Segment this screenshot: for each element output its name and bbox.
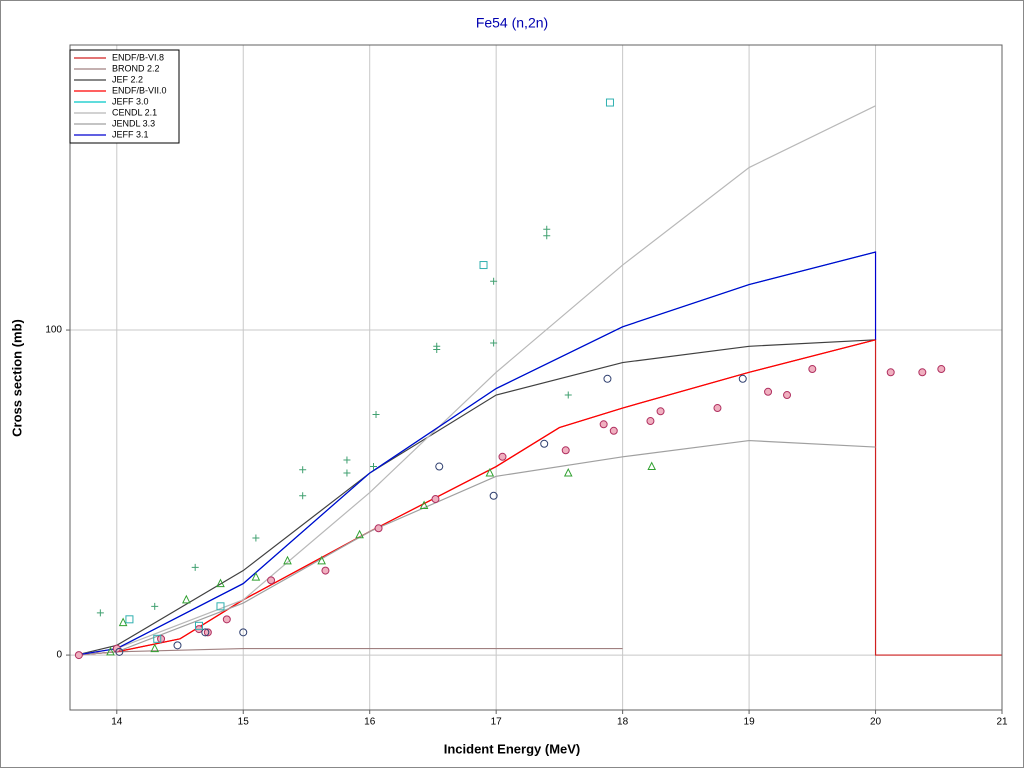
data-point xyxy=(886,368,895,377)
data-point xyxy=(283,555,292,565)
data-point xyxy=(96,609,104,617)
legend-label: JENDL 3.3 xyxy=(112,118,155,128)
data-point xyxy=(540,439,549,448)
data-point xyxy=(182,594,191,604)
data-point xyxy=(543,225,551,233)
data-point xyxy=(118,617,128,627)
data-point xyxy=(151,602,159,610)
x-tick-label: 21 xyxy=(996,717,1008,728)
data-point xyxy=(173,641,182,650)
data-point xyxy=(656,407,665,416)
legend-box xyxy=(69,49,180,144)
y-axis-label: Cross section (mb) xyxy=(9,319,24,437)
x-tick-label: 19 xyxy=(744,717,756,728)
data-point xyxy=(370,463,378,471)
x-tick-label: 14 xyxy=(111,717,123,728)
x-tick-label: 18 xyxy=(617,717,629,728)
series-line xyxy=(76,251,877,656)
x-axis-label: Incident Energy (MeV) xyxy=(444,741,581,756)
data-point xyxy=(194,621,203,630)
plot xyxy=(74,98,1002,660)
data-point xyxy=(609,426,618,435)
x-tick-label: 17 xyxy=(491,717,503,728)
data-point xyxy=(299,492,307,500)
data-point xyxy=(321,566,330,575)
data-point xyxy=(918,368,927,377)
legend-label: JEF 2.2 xyxy=(112,74,143,84)
data-point xyxy=(564,391,572,399)
data-point xyxy=(647,461,657,471)
data-point xyxy=(937,365,946,374)
data-point xyxy=(419,500,429,510)
data-point xyxy=(150,643,160,653)
plot-border xyxy=(69,44,1003,711)
x-tick-label: 20 xyxy=(870,717,882,728)
data-point xyxy=(543,232,551,240)
data-point xyxy=(603,374,612,383)
series-line xyxy=(76,105,876,656)
data-point xyxy=(203,628,212,637)
legend-label: BROND 2.2 xyxy=(112,63,160,73)
data-point xyxy=(355,529,364,539)
legend-background xyxy=(70,50,179,143)
data-point xyxy=(808,365,817,374)
data-point xyxy=(251,571,261,581)
data-point xyxy=(646,417,655,426)
y-tick-label: 100 xyxy=(45,325,62,336)
data-point xyxy=(563,467,573,477)
data-point xyxy=(599,420,608,429)
data-point xyxy=(125,615,134,624)
legend-label: ENDF/B-VI.8 xyxy=(112,52,164,62)
legend-label: JEFF 3.1 xyxy=(112,129,149,139)
data-point xyxy=(479,261,488,270)
data-point xyxy=(343,469,351,477)
data-point xyxy=(317,555,326,565)
data-point xyxy=(431,495,440,504)
data-point xyxy=(435,462,444,471)
data-point xyxy=(490,277,498,285)
data-point xyxy=(485,467,495,477)
data-point xyxy=(267,576,276,585)
data-point xyxy=(216,602,225,611)
data-point xyxy=(153,634,162,643)
data-point xyxy=(74,651,83,660)
data-point xyxy=(201,628,210,637)
data-point xyxy=(343,456,351,464)
data-point xyxy=(222,615,231,624)
data-point xyxy=(783,391,792,400)
data-point xyxy=(115,647,124,656)
data-point xyxy=(239,628,248,637)
y-tick-label: 0 xyxy=(56,650,62,661)
data-point xyxy=(433,346,441,354)
data-point xyxy=(106,646,115,656)
data-point xyxy=(252,534,260,542)
data-point xyxy=(191,563,199,571)
x-tick-label: 16 xyxy=(364,717,376,728)
data-point xyxy=(498,452,507,461)
data-point xyxy=(605,98,614,107)
data-point xyxy=(713,404,722,413)
series-line xyxy=(76,439,876,656)
data-point xyxy=(372,411,380,419)
legend-label: ENDF/B-VII.0 xyxy=(112,85,167,95)
data-point xyxy=(764,387,773,396)
data-point xyxy=(738,374,747,383)
grid xyxy=(66,45,1003,714)
chart-title: Fe54 (n,2n) xyxy=(476,15,548,31)
legend-label: CENDL 2.1 xyxy=(112,107,157,117)
data-point xyxy=(374,524,383,533)
legend-label: JEFF 3.0 xyxy=(112,96,149,106)
data-point xyxy=(216,578,225,588)
data-point xyxy=(561,446,570,455)
data-point xyxy=(490,339,498,347)
data-point xyxy=(299,466,307,474)
x-tick-label: 15 xyxy=(238,717,250,728)
data-point xyxy=(489,491,498,500)
series-line xyxy=(76,339,876,656)
